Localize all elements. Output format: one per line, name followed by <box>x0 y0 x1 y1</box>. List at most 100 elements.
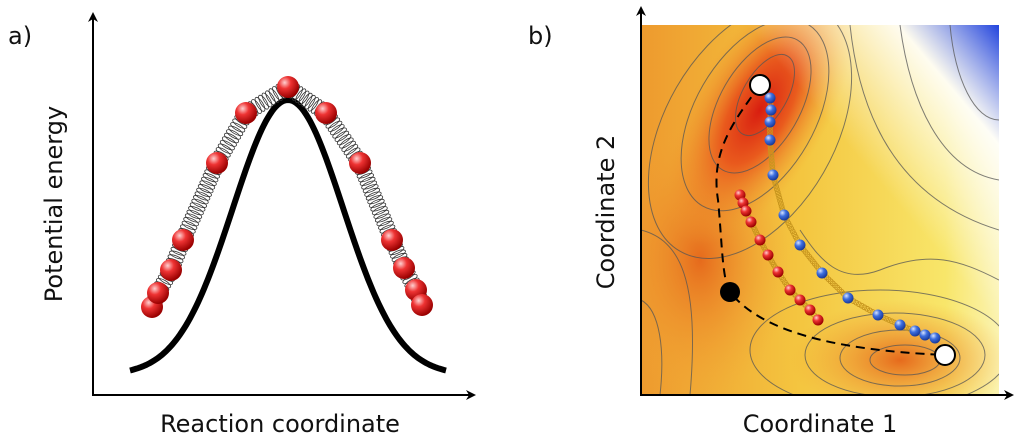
coil <box>219 139 235 151</box>
coil <box>364 187 381 197</box>
coil <box>197 184 214 194</box>
bead <box>764 92 776 104</box>
bead <box>794 294 806 306</box>
coil <box>768 151 775 158</box>
coil <box>332 127 347 139</box>
bead <box>784 284 796 296</box>
coil <box>184 213 201 223</box>
bead <box>767 169 779 181</box>
energy-curve <box>129 96 447 374</box>
coil <box>217 143 233 154</box>
coil <box>767 128 773 134</box>
coil <box>268 88 280 104</box>
min-energy-path <box>715 84 946 356</box>
beads <box>734 92 941 344</box>
coil <box>343 144 359 156</box>
coil <box>777 200 784 207</box>
coil <box>341 140 356 152</box>
coil <box>228 125 244 137</box>
panel-b: b) <box>528 6 1014 434</box>
bead <box>794 239 806 251</box>
y-axis-label: Coordinate 2 <box>592 135 620 289</box>
coil <box>196 187 212 197</box>
coil <box>775 192 782 198</box>
panel-label: b) <box>528 22 553 50</box>
coil <box>367 195 384 205</box>
bead <box>765 104 777 116</box>
coil <box>221 136 237 147</box>
bead <box>277 76 299 98</box>
coil <box>261 92 273 108</box>
bead <box>909 325 921 337</box>
bead <box>842 292 854 304</box>
coil <box>778 203 785 210</box>
y-axis-label: Potential energy <box>40 106 68 302</box>
coil <box>768 148 774 155</box>
coil <box>378 220 394 230</box>
bead <box>772 266 784 278</box>
coil <box>371 206 388 216</box>
coil <box>307 97 319 112</box>
coil <box>361 180 378 190</box>
coil <box>191 198 208 208</box>
coil <box>769 163 776 170</box>
coil <box>773 183 780 190</box>
bead <box>315 102 337 124</box>
coil <box>359 176 376 186</box>
coil <box>374 213 391 223</box>
bead <box>894 319 906 331</box>
coil <box>188 206 204 216</box>
coil <box>201 176 217 186</box>
bead <box>147 282 169 304</box>
minimum <box>934 344 956 366</box>
coil <box>183 217 199 227</box>
coil <box>334 130 350 142</box>
coil <box>199 180 216 190</box>
coil <box>373 209 390 219</box>
bead <box>160 259 182 281</box>
coil <box>769 160 775 167</box>
bead <box>872 309 884 321</box>
coil <box>362 184 379 194</box>
coil <box>768 154 775 161</box>
bead <box>929 332 941 344</box>
bead <box>764 116 776 128</box>
coil <box>258 94 269 110</box>
coil <box>230 122 246 133</box>
coil <box>768 157 775 164</box>
coil <box>774 186 780 193</box>
coil <box>776 194 783 201</box>
panel-a: a) Potential energy Reaction coordinate <box>8 12 476 434</box>
bead <box>381 229 403 251</box>
bead <box>206 152 228 174</box>
coil <box>390 249 406 259</box>
coil <box>358 173 374 183</box>
coil <box>888 318 895 325</box>
coil <box>327 120 343 132</box>
bead <box>393 257 415 279</box>
coil <box>886 317 892 323</box>
coil <box>194 191 211 201</box>
coil <box>772 180 779 187</box>
x-axis-label: Coordinate 1 <box>743 410 897 434</box>
coil <box>368 198 385 208</box>
coil <box>224 132 239 144</box>
coil <box>774 189 781 196</box>
coil <box>189 202 206 212</box>
coil <box>365 191 382 201</box>
coil <box>202 173 219 183</box>
coil <box>301 92 313 108</box>
bead <box>804 304 816 316</box>
bead <box>778 209 790 221</box>
bead <box>745 216 757 228</box>
bead <box>764 134 776 146</box>
bead <box>816 267 828 279</box>
bead <box>754 234 766 246</box>
coil <box>254 96 266 112</box>
bead <box>411 294 433 316</box>
coil <box>265 90 276 106</box>
x-axis-label: Reaction coordinate <box>160 410 400 434</box>
bead <box>349 152 371 174</box>
bead <box>812 314 824 326</box>
